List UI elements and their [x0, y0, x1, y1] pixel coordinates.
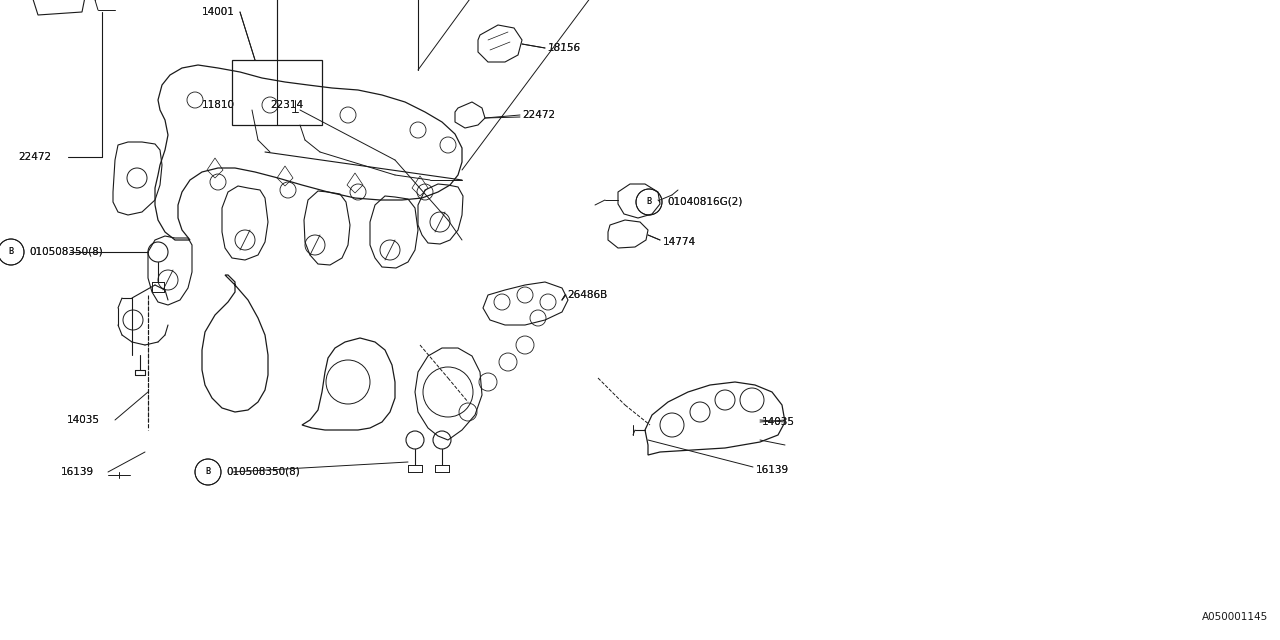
- Text: 16139: 16139: [756, 465, 790, 475]
- Text: 22472: 22472: [522, 110, 556, 120]
- Text: A050001145: A050001145: [1202, 612, 1268, 622]
- Text: 010508350(8): 010508350(8): [29, 247, 102, 257]
- Text: 14774: 14774: [663, 237, 696, 247]
- Bar: [232, 60, 323, 125]
- Text: 14001: 14001: [202, 7, 234, 17]
- Text: 16139: 16139: [756, 465, 790, 475]
- Text: 18156: 18156: [548, 43, 581, 53]
- Text: 22314: 22314: [270, 100, 303, 110]
- Text: 010508350(8): 010508350(8): [227, 467, 300, 477]
- Text: B: B: [646, 198, 652, 207]
- Text: 14035: 14035: [67, 415, 100, 425]
- Text: 11810: 11810: [202, 100, 236, 110]
- Text: 22472: 22472: [18, 152, 51, 162]
- Text: B: B: [9, 248, 14, 257]
- Text: 26486B: 26486B: [567, 290, 607, 300]
- Text: 22472: 22472: [522, 110, 556, 120]
- Text: 14774: 14774: [663, 237, 696, 247]
- Text: 010508350(8): 010508350(8): [29, 247, 102, 257]
- Text: 14035: 14035: [762, 417, 795, 427]
- Text: 01040816G(2): 01040816G(2): [667, 197, 742, 207]
- Text: 11810: 11810: [202, 100, 236, 110]
- Text: 14001: 14001: [202, 7, 234, 17]
- Text: 14035: 14035: [67, 415, 100, 425]
- Text: B: B: [646, 198, 652, 207]
- Text: 14035: 14035: [762, 417, 795, 427]
- Text: 16139: 16139: [61, 467, 95, 477]
- Text: 22314: 22314: [270, 100, 303, 110]
- Text: B: B: [205, 467, 211, 477]
- Text: B: B: [9, 248, 14, 257]
- Text: 22472: 22472: [18, 152, 51, 162]
- Text: 01040816G(2): 01040816G(2): [667, 197, 742, 207]
- Text: 010508350(8): 010508350(8): [227, 467, 300, 477]
- Text: B: B: [205, 467, 211, 477]
- Text: 18156: 18156: [548, 43, 581, 53]
- Text: 26486B: 26486B: [567, 290, 607, 300]
- Text: 16139: 16139: [61, 467, 95, 477]
